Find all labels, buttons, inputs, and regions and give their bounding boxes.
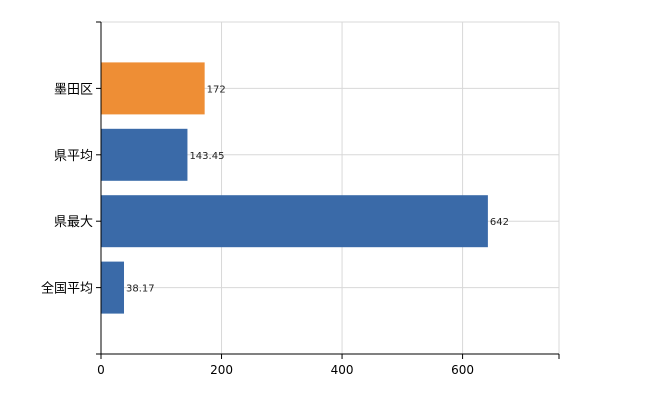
bar-value-label: 172 [207, 84, 226, 95]
axes [96, 21, 560, 359]
x-tick-label: 600 [451, 363, 474, 377]
bar-value-label: 38.17 [126, 284, 155, 295]
category-label: 県最大 [54, 215, 93, 230]
bar [101, 128, 188, 181]
labels: 172 墨田区 143.45 県平均 642 県最大 38.17 全国平均 0 200 400 600 [41, 82, 509, 377]
bar [101, 261, 125, 314]
x-tick-label: 0 [97, 363, 105, 377]
category-label: 全国平均 [41, 281, 93, 297]
category-label: 墨田区 [54, 82, 93, 97]
bars [101, 62, 488, 314]
x-tick-label: 200 [210, 363, 233, 377]
bar-value-label: 642 [490, 217, 509, 228]
bar [101, 195, 488, 248]
category-label: 県平均 [54, 149, 93, 164]
bar [101, 62, 205, 115]
bar-value-label: 143.45 [189, 151, 224, 162]
x-tick-label: 400 [331, 363, 354, 377]
